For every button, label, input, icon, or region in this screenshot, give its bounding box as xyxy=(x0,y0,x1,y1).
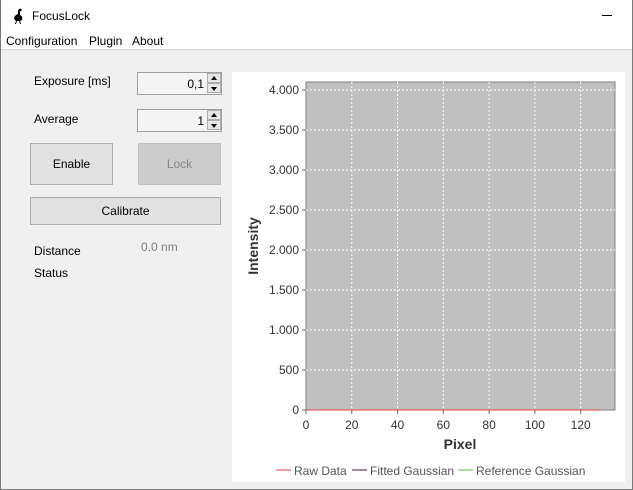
exposure-increment-button[interactable] xyxy=(207,73,221,83)
y-tick-label: 0 xyxy=(292,403,299,417)
intensity-chart: 05001.0001.5002.0002.5003.0003.5004.000 … xyxy=(245,81,616,478)
exposure-label: Exposure [ms] xyxy=(34,74,111,88)
minimize-button[interactable] xyxy=(585,0,631,31)
x-axis-label: Pixel xyxy=(444,436,477,452)
legend-label: Reference Gaussian xyxy=(476,464,585,478)
x-tick-label: 40 xyxy=(391,418,405,432)
calibrate-button[interactable]: Calibrate xyxy=(30,197,221,225)
exposure-decrement-button[interactable] xyxy=(207,83,221,93)
lock-button[interactable]: Lock xyxy=(138,143,221,185)
menu-about[interactable]: About xyxy=(132,34,164,48)
x-tick-label: 100 xyxy=(525,418,545,432)
app-logo-icon xyxy=(14,8,23,24)
average-increment-button[interactable] xyxy=(207,110,221,120)
average-decrement-button[interactable] xyxy=(207,120,221,130)
x-tick-label: 20 xyxy=(345,418,359,432)
distance-value: 0.0 nm xyxy=(141,240,178,254)
legend-label: Raw Data xyxy=(294,464,347,478)
chart-legend: Raw Data Fitted Gaussian Reference Gaussia… xyxy=(276,464,585,478)
distance-label: Distance xyxy=(34,244,81,258)
y-axis-ticks: 0 500 1.000 1.500 2.000 2.500 3.000 3.500 4.000 xyxy=(269,83,306,417)
y-tick-label: 1.000 xyxy=(269,323,299,337)
exposure-input[interactable]: 0,1 xyxy=(138,73,207,94)
x-tick-label: 80 xyxy=(482,418,496,432)
menu-plugin[interactable]: Plugin xyxy=(89,34,123,48)
x-tick-label: 60 xyxy=(437,418,451,432)
y-tick-label: 3.000 xyxy=(269,163,299,177)
y-tick-label: 3.500 xyxy=(269,123,299,137)
y-tick-label: 4.000 xyxy=(269,83,299,97)
exposure-spinbox[interactable]: 0,1 xyxy=(137,72,222,95)
enable-button[interactable]: Enable xyxy=(30,143,113,185)
x-tick-label: 0 xyxy=(303,418,310,432)
x-axis-ticks: 0 20 40 60 80 100 120 xyxy=(303,410,591,432)
intensity-chart-panel: 0 500 1.000 1.500 2.000 2.500 3.000 3.500 4.000 … xyxy=(232,72,625,482)
menu-bar: Configuration Plugin About xyxy=(1,31,632,50)
average-spinbox[interactable]: 1 xyxy=(137,109,222,132)
y-tick-label: 2.500 xyxy=(269,203,299,217)
average-label: Average xyxy=(34,112,79,126)
legend-label: Fitted Gaussian xyxy=(370,464,454,478)
y-tick-label: 500 xyxy=(279,363,299,377)
x-tick-label: 120 xyxy=(571,418,591,432)
plot-area xyxy=(305,81,616,411)
average-input[interactable]: 1 xyxy=(138,110,207,131)
title-bar: FocusLock xyxy=(1,0,632,31)
window-title: FocusLock xyxy=(32,9,91,23)
grid-lines xyxy=(306,82,615,410)
status-label: Status xyxy=(34,266,69,280)
y-tick-label: 1.500 xyxy=(269,283,299,297)
menu-configuration[interactable]: Configuration xyxy=(6,34,78,48)
y-tick-label: 2.000 xyxy=(269,243,299,257)
y-axis-label: Intensity xyxy=(245,217,261,275)
